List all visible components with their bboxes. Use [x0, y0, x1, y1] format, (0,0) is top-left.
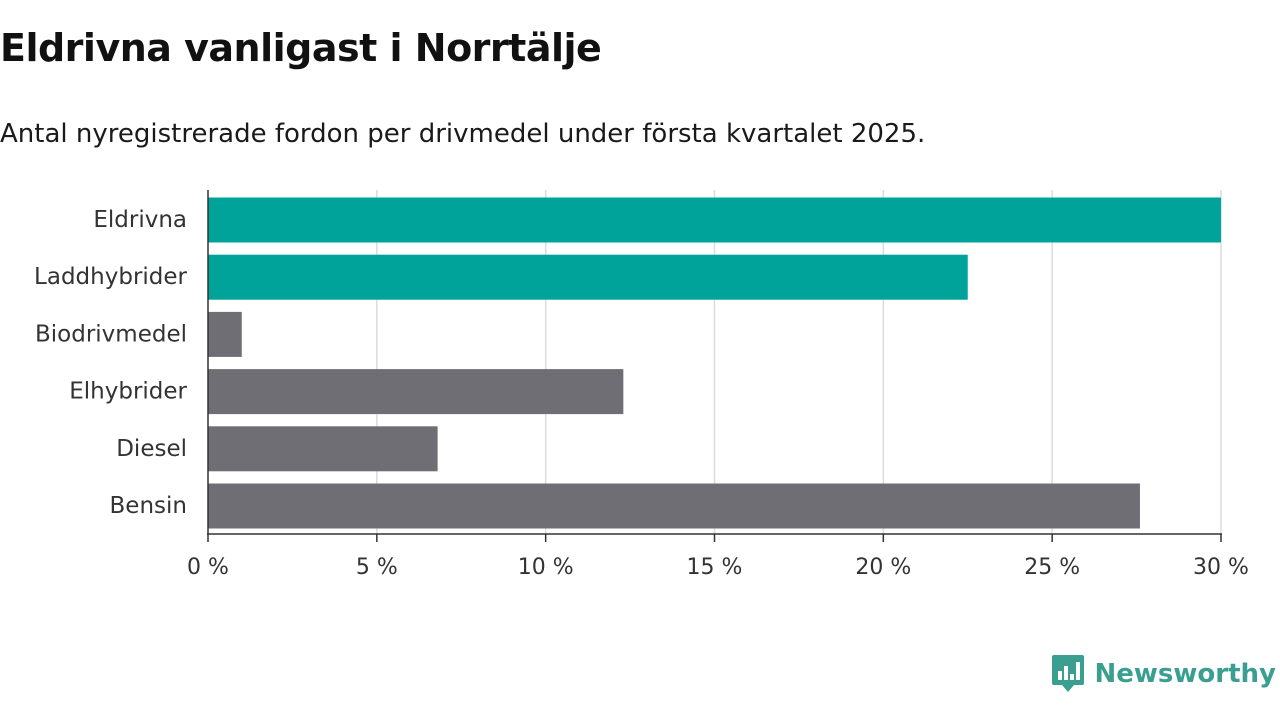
bar [208, 369, 624, 415]
newsworthy-logo-icon [1051, 655, 1084, 692]
x-tick-label: 15 % [687, 555, 743, 580]
x-tick-label: 25 % [1024, 555, 1080, 580]
bar [208, 254, 968, 300]
x-tick-label: 20 % [855, 555, 911, 580]
bar [208, 426, 438, 472]
x-tick-label: 0 % [187, 555, 229, 580]
newsworthy-logo: Newsworthy [1051, 654, 1276, 694]
bar-chart: Eldrivna Laddhybrider Biodrivmedel Elhybrid… [34, 190, 1249, 580]
x-tick-label: 5 % [356, 555, 398, 580]
bar [208, 197, 1221, 243]
category-label: Bensin [110, 493, 187, 519]
newsworthy-logo-text: Newsworthy [1094, 659, 1276, 689]
category-label: Diesel [116, 436, 187, 462]
x-tick-label: 10 % [518, 555, 574, 580]
category-label: Elhybrider [69, 379, 187, 405]
category-label: Biodrivmedel [35, 321, 187, 347]
chart-title: Eldrivna vanligast i Norrtälje [0, 26, 602, 70]
category-label: Eldrivna [93, 207, 187, 233]
x-tick-label: 30 % [1193, 555, 1249, 580]
chart-subtitle: Antal nyregistrerade fordon per drivmede… [0, 119, 926, 149]
category-label: Laddhybrider [34, 264, 187, 290]
bar [208, 483, 1140, 529]
bar [208, 311, 242, 357]
